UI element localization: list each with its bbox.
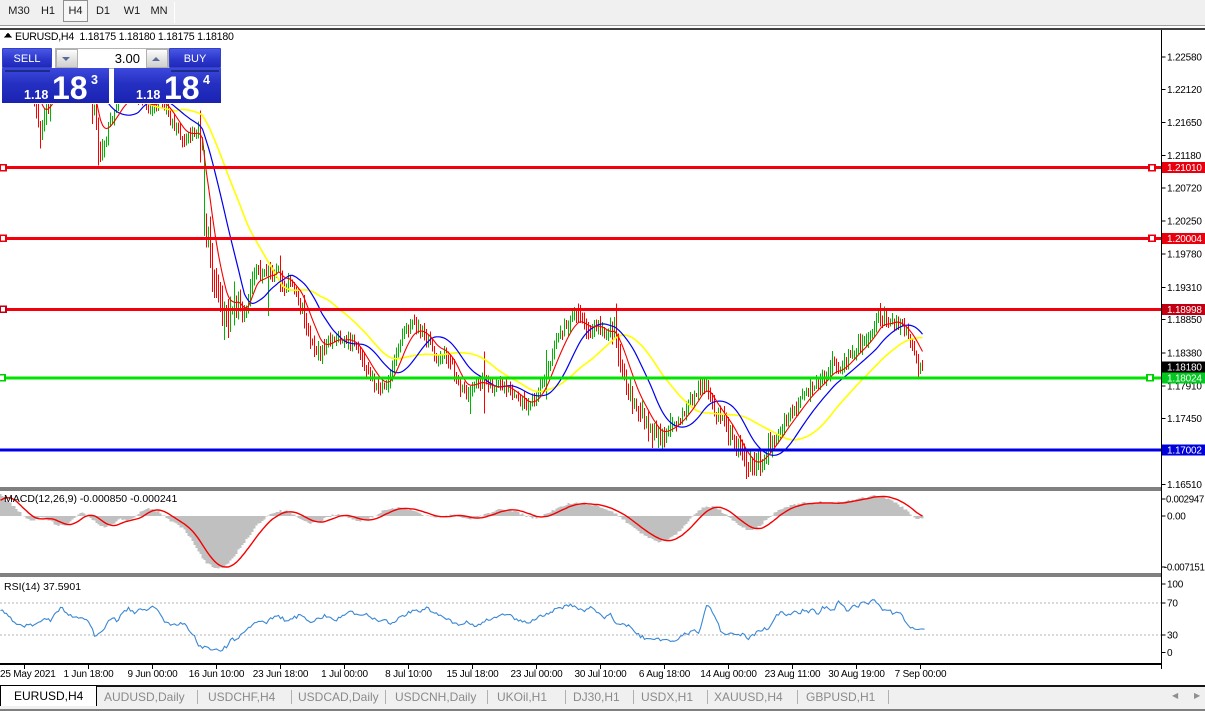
- svg-text:23 Jun 18:00: 23 Jun 18:00: [253, 669, 309, 680]
- svg-text:1.20004: 1.20004: [1167, 234, 1202, 245]
- svg-text:0.002947: 0.002947: [1166, 495, 1204, 506]
- svg-text:1.21650: 1.21650: [1167, 118, 1202, 129]
- svg-text:MACD(12,26,9) -0.000850 -0.000: MACD(12,26,9) -0.000850 -0.000241: [4, 493, 178, 505]
- svg-text:1.19310: 1.19310: [1167, 283, 1202, 294]
- svg-text:30 Jul 10:00: 30 Jul 10:00: [574, 669, 627, 680]
- svg-text:1.17450: 1.17450: [1167, 414, 1202, 425]
- svg-text:9 Jun 00:00: 9 Jun 00:00: [127, 669, 178, 680]
- svg-text:30 Aug 19:00: 30 Aug 19:00: [828, 669, 885, 680]
- svg-text:1.22580: 1.22580: [1167, 53, 1202, 64]
- svg-text:23 Aug 11:00: 23 Aug 11:00: [765, 669, 821, 680]
- svg-text:0.00: 0.00: [1167, 512, 1186, 523]
- svg-text:23 Jul 00:00: 23 Jul 00:00: [510, 669, 563, 680]
- svg-text:14 Aug 00:00: 14 Aug 00:00: [700, 669, 757, 680]
- svg-text:100: 100: [1167, 580, 1184, 591]
- svg-text:1.16510: 1.16510: [1167, 480, 1202, 491]
- svg-text:1.17002: 1.17002: [1167, 445, 1202, 456]
- svg-text:1.20720: 1.20720: [1167, 184, 1202, 195]
- svg-text:1.20250: 1.20250: [1167, 217, 1202, 228]
- svg-text:EURUSD,H4 1.18175 1.18180 1.1: EURUSD,H4 1.18175 1.18180 1.18175 1.1818…: [15, 31, 234, 43]
- svg-text:1.18380: 1.18380: [1167, 348, 1202, 359]
- svg-text:15 Jul 18:00: 15 Jul 18:00: [446, 669, 499, 680]
- svg-text:25 May 2021: 25 May 2021: [0, 669, 56, 680]
- svg-text:6 Aug 18:00: 6 Aug 18:00: [639, 669, 691, 680]
- svg-text:RSI(14) 37.5901: RSI(14) 37.5901: [4, 581, 81, 593]
- svg-text:1 Jul 00:00: 1 Jul 00:00: [321, 669, 368, 680]
- svg-text:30: 30: [1167, 631, 1178, 642]
- svg-text:-0.007151: -0.007151: [1164, 563, 1204, 574]
- svg-text:1.21180: 1.21180: [1167, 151, 1202, 162]
- svg-text:1.18024: 1.18024: [1167, 373, 1202, 384]
- svg-text:1.22120: 1.22120: [1167, 85, 1202, 96]
- svg-text:0: 0: [1167, 648, 1173, 659]
- svg-text:1.21010: 1.21010: [1167, 163, 1202, 174]
- svg-text:1.18180: 1.18180: [1167, 363, 1202, 374]
- svg-text:1.19780: 1.19780: [1167, 250, 1202, 261]
- svg-text:1 Jun 18:00: 1 Jun 18:00: [63, 669, 114, 680]
- svg-text:1.18998: 1.18998: [1167, 305, 1202, 316]
- svg-text:16 Jun 10:00: 16 Jun 10:00: [189, 669, 245, 680]
- svg-text:7 Sep 00:00: 7 Sep 00:00: [895, 669, 947, 680]
- svg-text:1.18850: 1.18850: [1167, 315, 1202, 326]
- svg-text:8 Jul 10:00: 8 Jul 10:00: [385, 669, 432, 680]
- svg-text:1.17910: 1.17910: [1167, 381, 1202, 392]
- svg-text:70: 70: [1167, 599, 1178, 610]
